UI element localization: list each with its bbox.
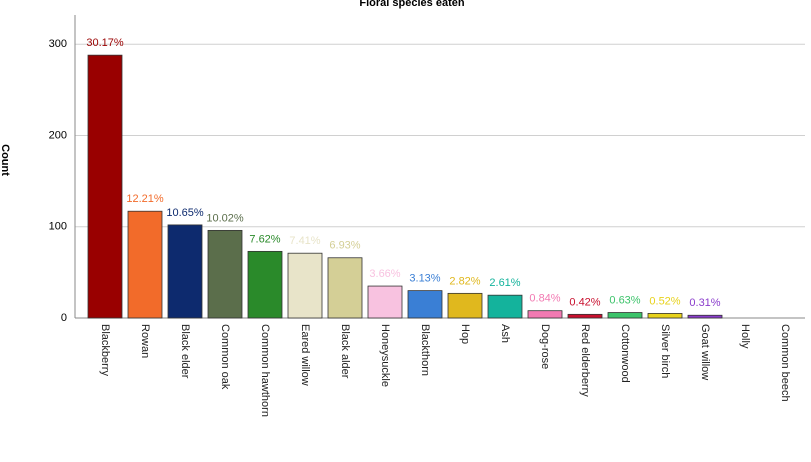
bar bbox=[87, 54, 123, 319]
value-label: 10.65% bbox=[166, 207, 204, 219]
y-tick-label: 300 bbox=[49, 38, 67, 50]
value-label: 30.17% bbox=[86, 37, 124, 49]
x-tick-label: Holly bbox=[739, 324, 751, 349]
bar bbox=[367, 285, 403, 319]
x-tick-label: Blackberry bbox=[99, 324, 111, 376]
bar bbox=[407, 290, 443, 319]
x-tick-label: Common oak bbox=[219, 324, 231, 390]
value-label: 0.63% bbox=[609, 294, 640, 306]
value-label: 3.13% bbox=[409, 273, 440, 285]
bar bbox=[687, 314, 723, 319]
bar bbox=[487, 294, 523, 319]
x-tick-label: Red elderberry bbox=[579, 324, 591, 397]
bar bbox=[127, 210, 163, 319]
value-label: 7.41% bbox=[289, 235, 320, 247]
value-label: 6.93% bbox=[329, 240, 360, 252]
x-tick-label: Common hawthorn bbox=[259, 324, 271, 417]
bar bbox=[567, 313, 603, 319]
x-tick-label: Blackthorn bbox=[419, 324, 431, 376]
bar bbox=[167, 224, 203, 319]
value-label: 7.62% bbox=[249, 233, 280, 245]
x-tick-label: Eared willow bbox=[299, 324, 311, 386]
value-label: 0.84% bbox=[529, 293, 560, 305]
x-tick-label: Common beech bbox=[779, 324, 791, 402]
x-tick-label: Hop bbox=[459, 324, 471, 344]
value-label: 0.42% bbox=[569, 296, 600, 308]
value-label: 10.02% bbox=[206, 212, 244, 224]
value-label: 2.61% bbox=[489, 277, 520, 289]
bar bbox=[327, 257, 363, 319]
value-label: 0.52% bbox=[649, 295, 680, 307]
bar bbox=[527, 310, 563, 319]
y-axis-label: Count bbox=[0, 144, 11, 176]
x-tick-label: Honeysuckle bbox=[379, 324, 391, 387]
x-tick-label: Silver birch bbox=[659, 324, 671, 378]
value-label: 0.31% bbox=[689, 297, 720, 309]
x-tick-label: Black alder bbox=[339, 324, 351, 379]
y-tick-label: 0 bbox=[61, 312, 67, 324]
bar bbox=[607, 312, 643, 319]
x-tick-label: Goat willow bbox=[699, 324, 711, 380]
value-label: 3.66% bbox=[369, 268, 400, 280]
chart-title: Floral species eaten bbox=[359, 0, 464, 9]
x-tick-label: Cottonwood bbox=[619, 324, 631, 383]
y-tick-label: 100 bbox=[49, 221, 67, 233]
bar bbox=[247, 250, 283, 319]
x-tick-label: Black elder bbox=[179, 324, 191, 379]
x-tick-label: Rowan bbox=[139, 324, 151, 358]
value-label: 12.21% bbox=[126, 193, 164, 205]
x-tick-label: Ash bbox=[499, 324, 511, 343]
bar bbox=[447, 292, 483, 319]
x-tick-label: Dog-rose bbox=[539, 324, 551, 369]
bar bbox=[647, 313, 683, 319]
bar bbox=[287, 252, 323, 319]
value-label: 2.82% bbox=[449, 275, 480, 287]
bar bbox=[207, 229, 243, 319]
y-tick-label: 200 bbox=[49, 129, 67, 141]
